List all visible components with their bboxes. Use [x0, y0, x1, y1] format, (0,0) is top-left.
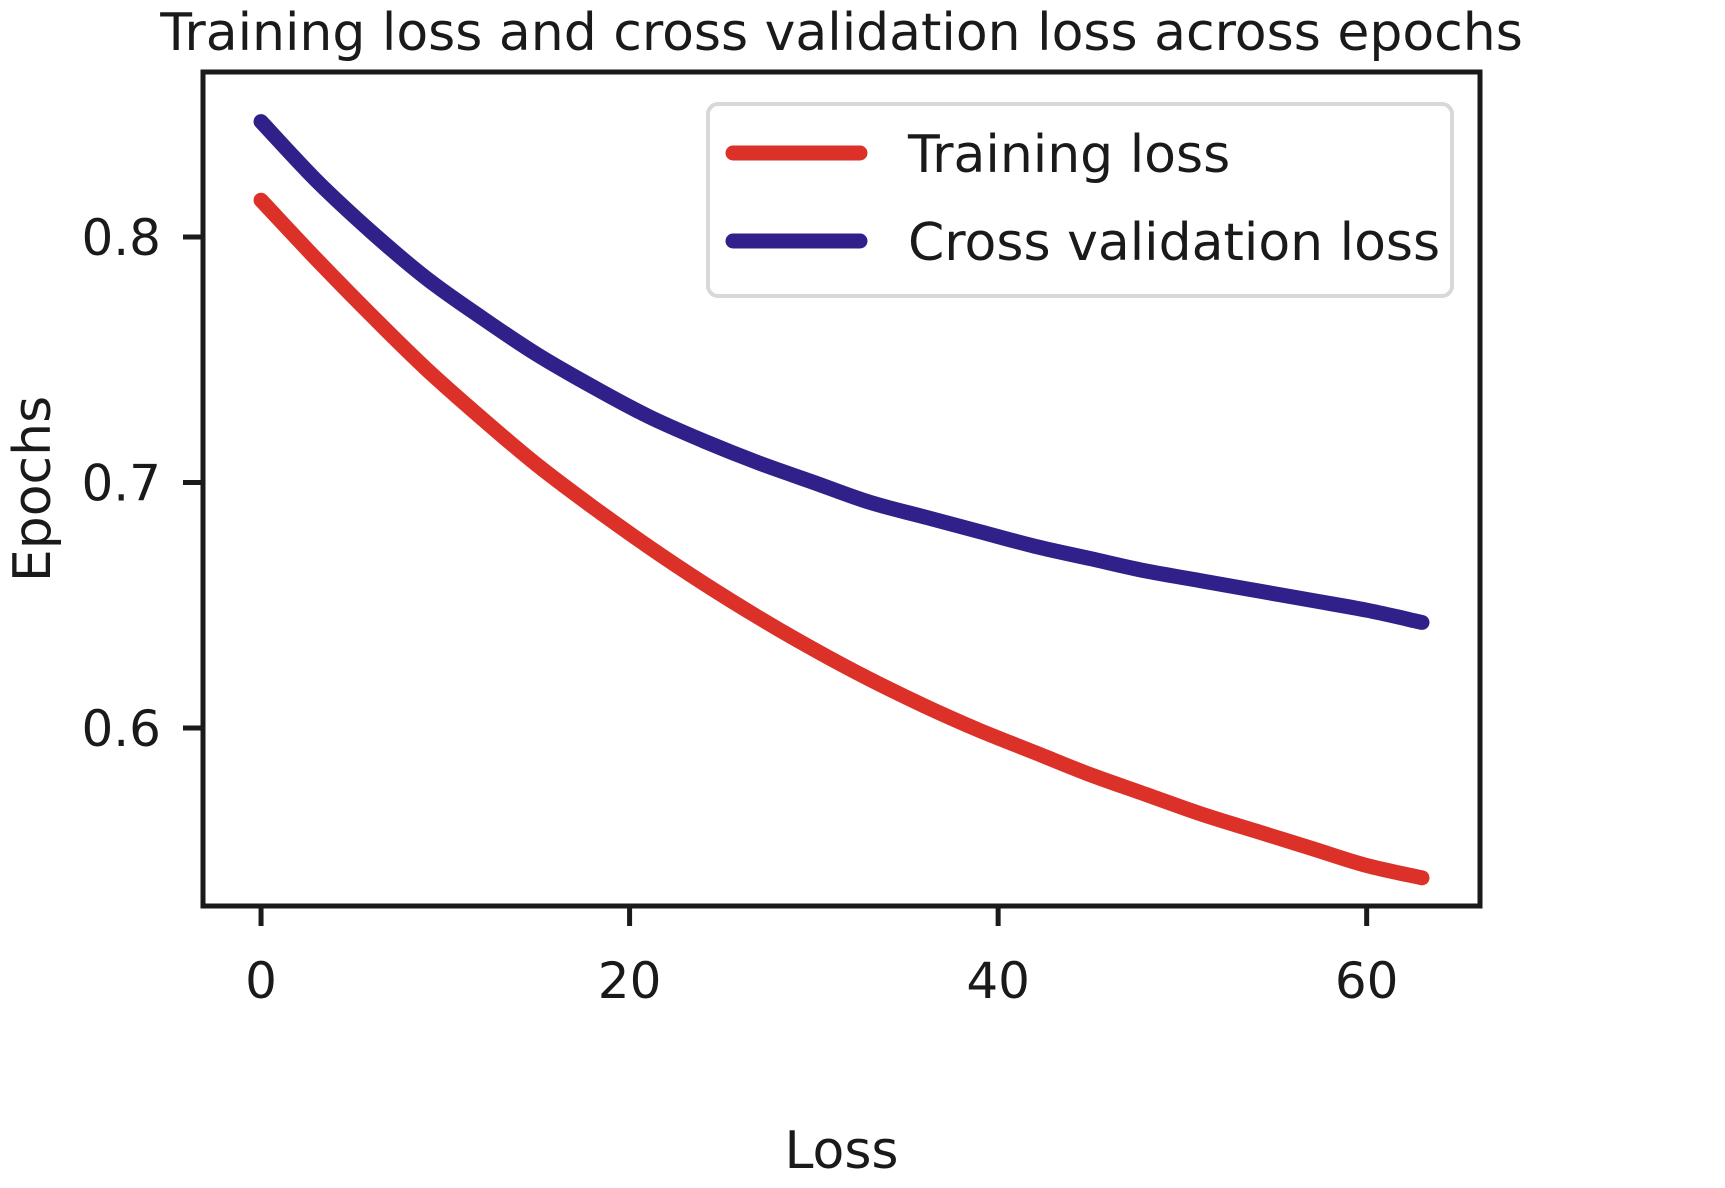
plot-frame — [200, 69, 1483, 909]
legend: Training loss Cross validation loss — [706, 102, 1454, 298]
legend-label-training-loss: Training loss — [907, 125, 1230, 185]
y-tick-label: 0.6 — [81, 700, 161, 758]
x-tick-label: 0 — [245, 952, 277, 1010]
legend-box — [706, 102, 1454, 298]
chart-title: Training loss and cross validation loss … — [159, 3, 1523, 63]
legend-label-cross-validation-loss: Cross validation loss — [908, 213, 1440, 273]
series-lines — [253, 114, 1430, 886]
x-tick-label: 60 — [1335, 952, 1399, 1010]
y-tick-label: 0.7 — [81, 454, 161, 512]
series-line-cross-validation-loss — [253, 114, 1430, 630]
series-line-training-loss — [253, 192, 1430, 886]
y-tick-label: 0.8 — [81, 209, 161, 267]
x-axis-label: Loss — [784, 1121, 898, 1181]
y-axis-label: Epochs — [3, 396, 63, 582]
x-tick-label: 20 — [598, 952, 662, 1010]
x-axis-ticks: 0 20 40 60 — [245, 906, 1398, 1010]
x-tick-label: 40 — [966, 952, 1030, 1010]
y-axis-ticks: 0.6 0.7 0.8 — [81, 209, 203, 758]
